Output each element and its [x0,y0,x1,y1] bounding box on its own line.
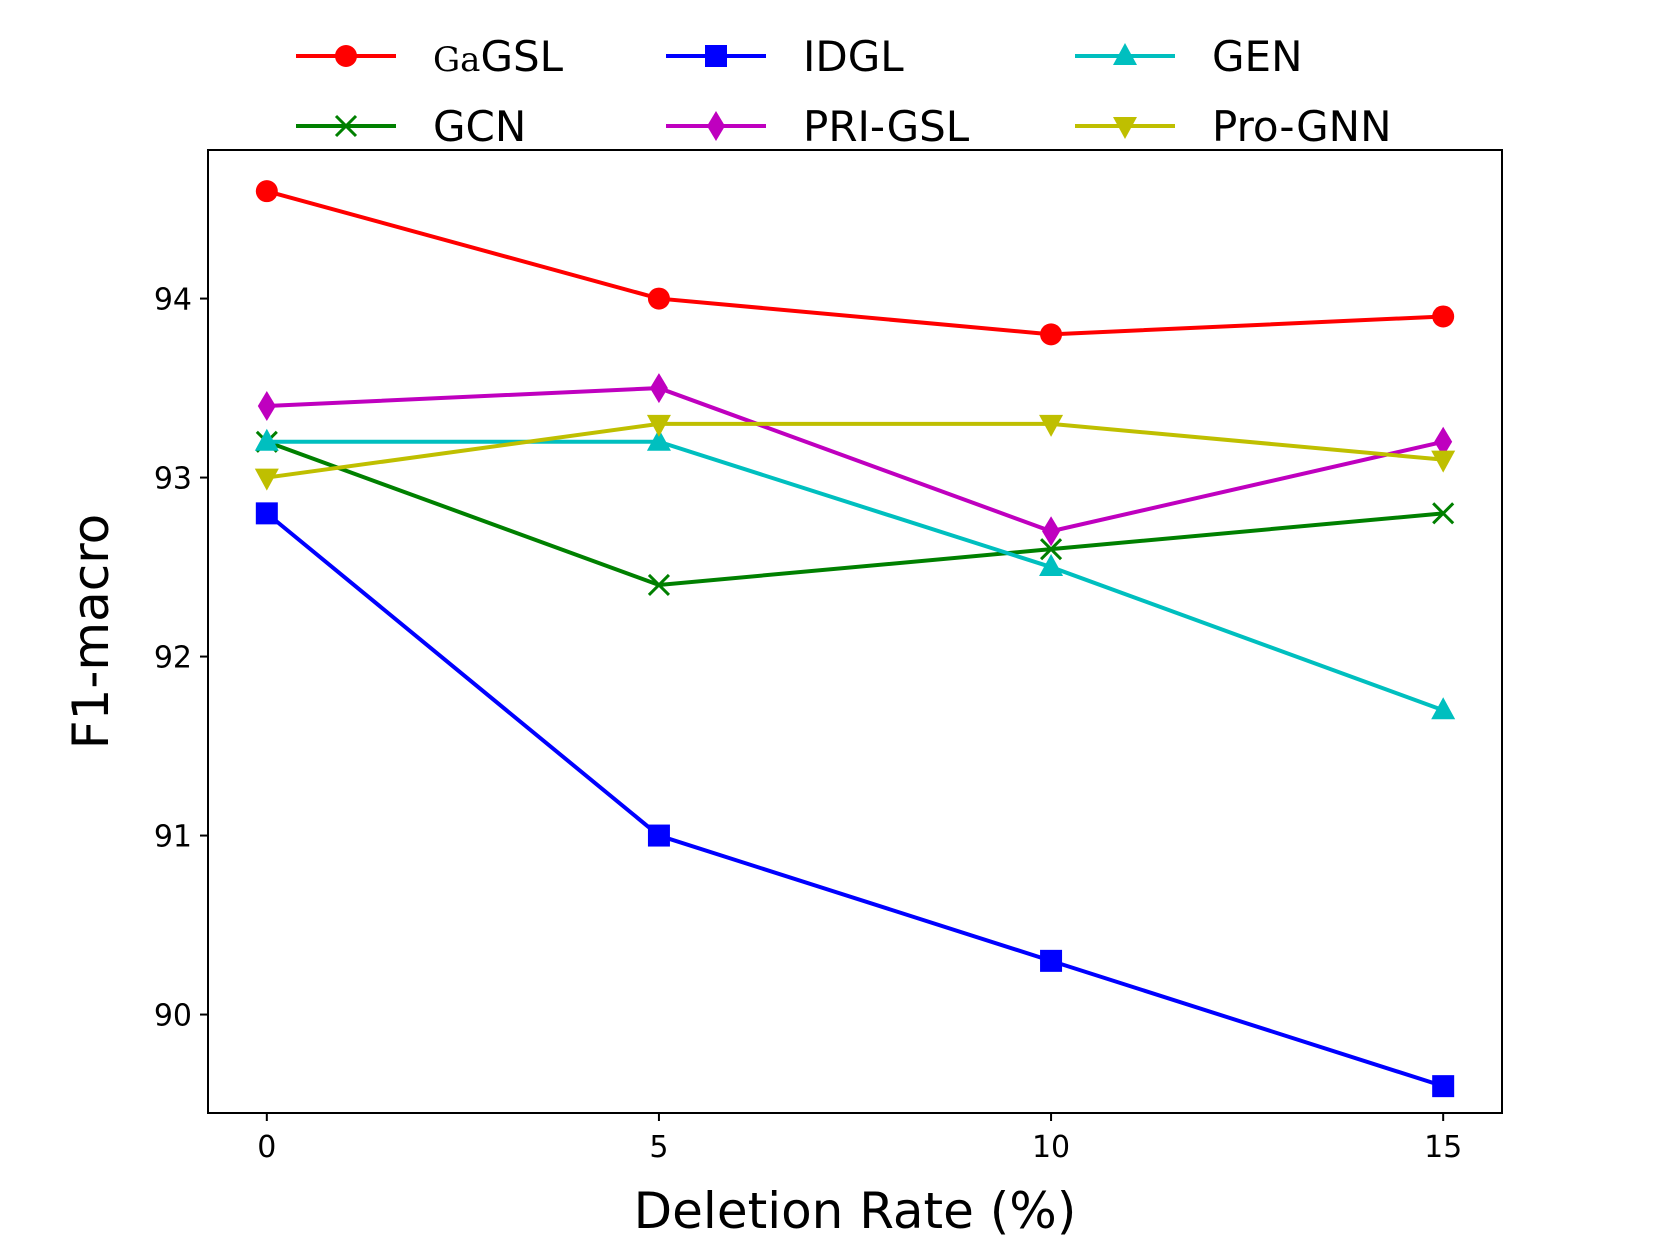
data-point-idgl [255,502,278,525]
legend-marker [705,45,727,67]
y-axis: 90 91 92 93 94 [154,283,208,1034]
data-point-pri-gsl [649,373,668,404]
data-point-pro-gnn [646,414,671,437]
plot-frame [207,149,1503,1114]
y-tick-label: 91 [154,820,192,855]
y-tick-label: 94 [154,283,192,318]
data-point-gagsl [1040,323,1063,346]
legend-item-gen: GEN [1075,32,1303,81]
data-point-gen [254,428,279,451]
data-point-pro-gnn [1431,450,1456,473]
data-point-gen [1039,554,1064,577]
series-idgl [255,502,1455,1098]
legend-marker [334,114,358,138]
legend-item-gagsl: GaGSL [296,32,564,81]
y-tick-label: 92 [154,641,192,676]
data-point-pro-gnn [254,468,279,491]
series-line-pri-gsl [266,386,1444,534]
data-point-idgl [647,824,670,847]
series-gen [254,428,1456,720]
legend-marker [1113,117,1137,139]
series-line-pro-gnn [266,421,1444,480]
x-tick-label: 5 [649,1130,668,1165]
legend-marker [707,111,725,141]
series-gagsl [255,180,1455,346]
series-line-idgl [265,511,1444,1089]
series-pro-gnn [254,414,1456,491]
y-tick-label: 93 [154,462,192,497]
x-axis-title: Deletion Rate (%) [634,1182,1077,1240]
legend: GaGSL GCN IDGL PRI-GSL GEN Pro-GNN [296,32,1391,151]
legend-item-idgl: IDGL [666,32,904,81]
data-point-gagsl [647,287,670,310]
data-point-idgl [1040,949,1063,972]
data-point-pri-gsl [257,390,276,421]
data-point-idgl [1432,1075,1455,1098]
legend-label: GCN [433,102,526,151]
x-tick-label: 15 [1424,1130,1462,1165]
legend-label: GaGSL [433,32,564,81]
data-point-gcn [647,573,670,597]
data-point-pro-gnn [1039,414,1064,437]
series-line-gen [266,439,1444,713]
series-layer [254,180,1456,1098]
legend-item-pro-gnn: Pro-GNN [1075,102,1391,151]
data-point-gen [646,428,671,451]
legend-item-gcn: GCN [296,102,526,151]
series-pri-gsl [257,373,1453,547]
series-line-gcn [266,439,1444,587]
data-point-pri-gsl [1042,516,1061,547]
data-point-gcn [1039,538,1063,561]
data-point-gagsl [1432,305,1455,328]
legend-item-pri-gsl: PRI-GSL [666,102,970,151]
x-tick-label: 0 [257,1130,276,1165]
y-axis-title: F1-macro [62,514,120,750]
legend-label: Pro-GNN [1212,102,1391,151]
data-point-pri-gsl [1434,426,1453,457]
legend-marker [1113,43,1137,65]
legend-label: PRI-GSL [803,102,970,151]
legend-label: IDGL [803,32,904,81]
series-line-gagsl [266,189,1444,337]
data-point-gagsl [255,180,278,203]
data-point-gcn [1432,502,1455,525]
legend-marker [335,45,357,67]
x-tick-label: 10 [1032,1130,1070,1165]
x-axis: 0 5 10 15 [257,1113,1462,1165]
legend-label: GEN [1212,32,1303,81]
data-point-gen [1431,697,1456,720]
y-tick-label: 90 [154,999,192,1034]
